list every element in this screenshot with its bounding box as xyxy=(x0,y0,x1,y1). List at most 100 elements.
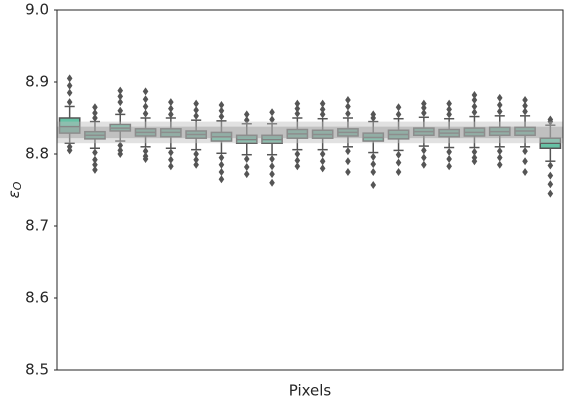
outlier xyxy=(218,168,225,176)
reference-band xyxy=(57,121,563,144)
outlier xyxy=(92,103,98,112)
outlier xyxy=(319,164,326,173)
outlier xyxy=(471,102,478,111)
outlier xyxy=(294,150,301,158)
outlier xyxy=(117,98,124,107)
outlier xyxy=(243,110,250,119)
outlier xyxy=(142,147,149,156)
outlier xyxy=(471,157,478,166)
outlier xyxy=(218,153,225,162)
outlier xyxy=(168,148,174,157)
outlier xyxy=(370,180,377,189)
plot-frame xyxy=(56,9,564,371)
outlier xyxy=(168,104,174,113)
y-axis-label-subscript: O xyxy=(11,181,24,190)
outlier xyxy=(370,152,377,161)
outlier xyxy=(370,168,377,176)
outlier xyxy=(345,102,351,111)
outlier xyxy=(345,147,351,156)
outlier xyxy=(294,99,301,108)
outlier xyxy=(522,101,528,110)
outlier xyxy=(168,98,174,107)
outlier xyxy=(193,155,199,164)
outlier xyxy=(421,153,427,162)
outlier xyxy=(243,155,250,164)
outlier xyxy=(92,160,98,169)
y-tick-label: 8.7 xyxy=(25,217,49,235)
outlier xyxy=(446,147,452,156)
y-tick-label: 8.8 xyxy=(25,145,49,163)
outlier xyxy=(496,153,503,162)
outlier xyxy=(421,146,427,155)
outlier xyxy=(218,160,225,169)
outlier xyxy=(142,87,149,96)
outlier xyxy=(269,115,275,124)
outlier xyxy=(319,105,326,114)
outlier xyxy=(319,99,326,108)
y-tick-label: 8.5 xyxy=(25,361,49,379)
outlier xyxy=(496,107,503,116)
outlier xyxy=(496,147,503,156)
outlier xyxy=(522,168,528,176)
outlier xyxy=(547,180,554,189)
outlier xyxy=(168,162,174,171)
outlier xyxy=(92,165,98,174)
outlier xyxy=(117,150,124,158)
outlier xyxy=(471,96,478,104)
outlier xyxy=(92,108,98,117)
outlier xyxy=(421,160,427,169)
outlier xyxy=(193,150,199,158)
reference-band xyxy=(57,126,563,139)
outlier xyxy=(243,116,250,125)
outlier xyxy=(421,108,427,117)
outlier xyxy=(547,171,554,180)
outlier xyxy=(142,95,149,104)
outlier xyxy=(421,103,427,112)
y-axis-label: εO xyxy=(5,181,25,198)
outlier xyxy=(193,99,199,108)
outlier xyxy=(522,157,528,166)
outlier xyxy=(345,157,351,166)
outlier xyxy=(66,98,73,107)
outlier xyxy=(92,114,98,122)
outlier xyxy=(345,109,351,118)
outlier xyxy=(269,170,275,179)
outlier xyxy=(269,108,275,117)
outlier xyxy=(496,101,503,110)
y-tick-label: 8.9 xyxy=(25,73,49,91)
outlier xyxy=(243,170,250,179)
outlier xyxy=(446,162,452,171)
box xyxy=(58,117,81,134)
outlier xyxy=(92,155,98,164)
y-tick-label: 9.0 xyxy=(25,1,49,19)
outlier xyxy=(471,147,478,156)
outlier xyxy=(294,156,301,165)
outlier xyxy=(117,106,124,115)
outlier xyxy=(66,88,73,97)
outlier xyxy=(446,99,452,108)
outlier xyxy=(294,109,301,118)
outlier xyxy=(269,155,275,164)
outlier xyxy=(395,168,402,176)
outlier xyxy=(117,86,124,95)
outlier xyxy=(446,155,452,164)
outlier xyxy=(218,112,225,121)
outlier xyxy=(547,189,554,198)
outlier xyxy=(522,147,528,156)
outlier xyxy=(294,104,301,113)
outlier xyxy=(218,175,225,184)
outlier xyxy=(168,155,174,164)
outlier xyxy=(243,162,250,171)
outlier xyxy=(345,168,351,176)
outlier xyxy=(92,148,98,157)
plot-area xyxy=(57,10,563,370)
outlier xyxy=(66,146,73,155)
outlier xyxy=(193,160,199,169)
outlier xyxy=(395,150,402,159)
outlier xyxy=(142,155,149,164)
outlier xyxy=(395,158,402,167)
outlier xyxy=(547,161,554,170)
outlier xyxy=(193,111,199,120)
outlier xyxy=(496,160,503,169)
outlier xyxy=(446,105,452,114)
